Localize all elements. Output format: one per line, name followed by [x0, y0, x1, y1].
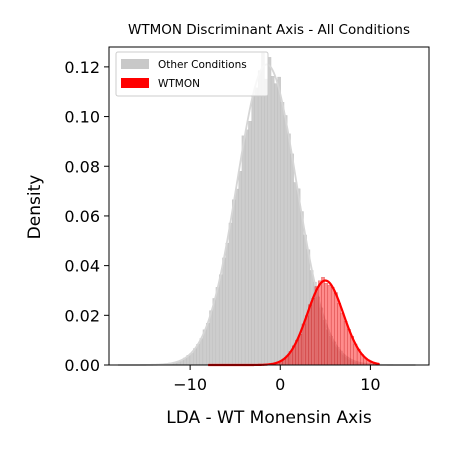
y-tick-label: 0.00 [64, 356, 100, 375]
legend-swatch-wtmon [121, 78, 149, 88]
histogram-bar [244, 129, 249, 366]
histogram-bar [334, 292, 338, 366]
histogram-bar [199, 338, 204, 366]
histogram-bar [231, 199, 236, 366]
histogram-bar [206, 323, 210, 366]
histogram-bar [308, 304, 312, 366]
histogram-bar [287, 133, 291, 366]
legend-label-other-conditions: Other Conditions [158, 59, 247, 71]
histogram-bar [274, 83, 278, 366]
histogram-bar [241, 135, 246, 366]
histogram-bar [222, 257, 226, 366]
histogram-bar [267, 57, 272, 366]
histogram-bar [277, 76, 281, 366]
histogram-bar [290, 153, 294, 366]
y-tick-label: 0.02 [64, 306, 100, 325]
histogram-bar [324, 283, 329, 366]
legend: Other Conditions WTMON [115, 51, 269, 97]
histogram-bar [251, 94, 256, 366]
histogram-bar [340, 312, 345, 366]
histogram-bar [218, 274, 223, 366]
histogram-bar [225, 242, 230, 366]
histogram-bar [314, 286, 319, 366]
plot-area [118, 52, 416, 367]
y-tick-label: 0.06 [64, 207, 100, 226]
histogram-bar [235, 188, 239, 366]
axes: −10 0 10 0.00 0.02 0.04 0.06 0.08 0.10 0.12 [64, 46, 430, 394]
x-axis-title: LDA - WT Monensin Axis [166, 408, 372, 428]
series-other-conditions [118, 52, 416, 366]
histogram-bar [238, 171, 243, 366]
legend-swatch-other-conditions [121, 59, 149, 69]
y-axis-title: Density [25, 175, 45, 240]
histogram-bar [321, 277, 325, 366]
y-tick-label: 0.12 [64, 58, 100, 77]
histogram-bar [228, 222, 233, 366]
histogram-bar [327, 284, 332, 366]
legend-label-wtmon: WTMON [158, 78, 200, 90]
histogram-bar [298, 333, 303, 366]
histogram-bar [317, 280, 322, 366]
histogram-bar [270, 76, 275, 366]
x-tick-label: −10 [173, 375, 207, 394]
histogram-bar [330, 287, 335, 366]
y-tick-label: 0.10 [64, 108, 100, 127]
histogram-bar [261, 52, 265, 366]
histogram-bar [257, 70, 262, 366]
histogram-bar [280, 102, 285, 366]
histogram-bar [311, 297, 316, 366]
y-tick-label: 0.04 [64, 257, 100, 276]
histogram-bar [283, 115, 288, 366]
legend-frame [115, 51, 269, 97]
histogram-bar [254, 87, 259, 366]
axes-frame [108, 46, 430, 366]
chart-title: WTMON Discriminant Axis - All Conditions [128, 22, 410, 38]
histogram-bar [337, 302, 342, 366]
histogram-bar [343, 320, 348, 366]
histogram-bar [304, 315, 309, 366]
x-tick-label: 0 [275, 375, 285, 394]
histogram-bar [293, 182, 298, 366]
histogram-bar [264, 78, 268, 366]
histogram-bar [215, 287, 220, 366]
histogram-bar [248, 121, 252, 366]
y-tick-label: 0.08 [64, 157, 100, 176]
x-tick-label: 10 [360, 375, 380, 394]
